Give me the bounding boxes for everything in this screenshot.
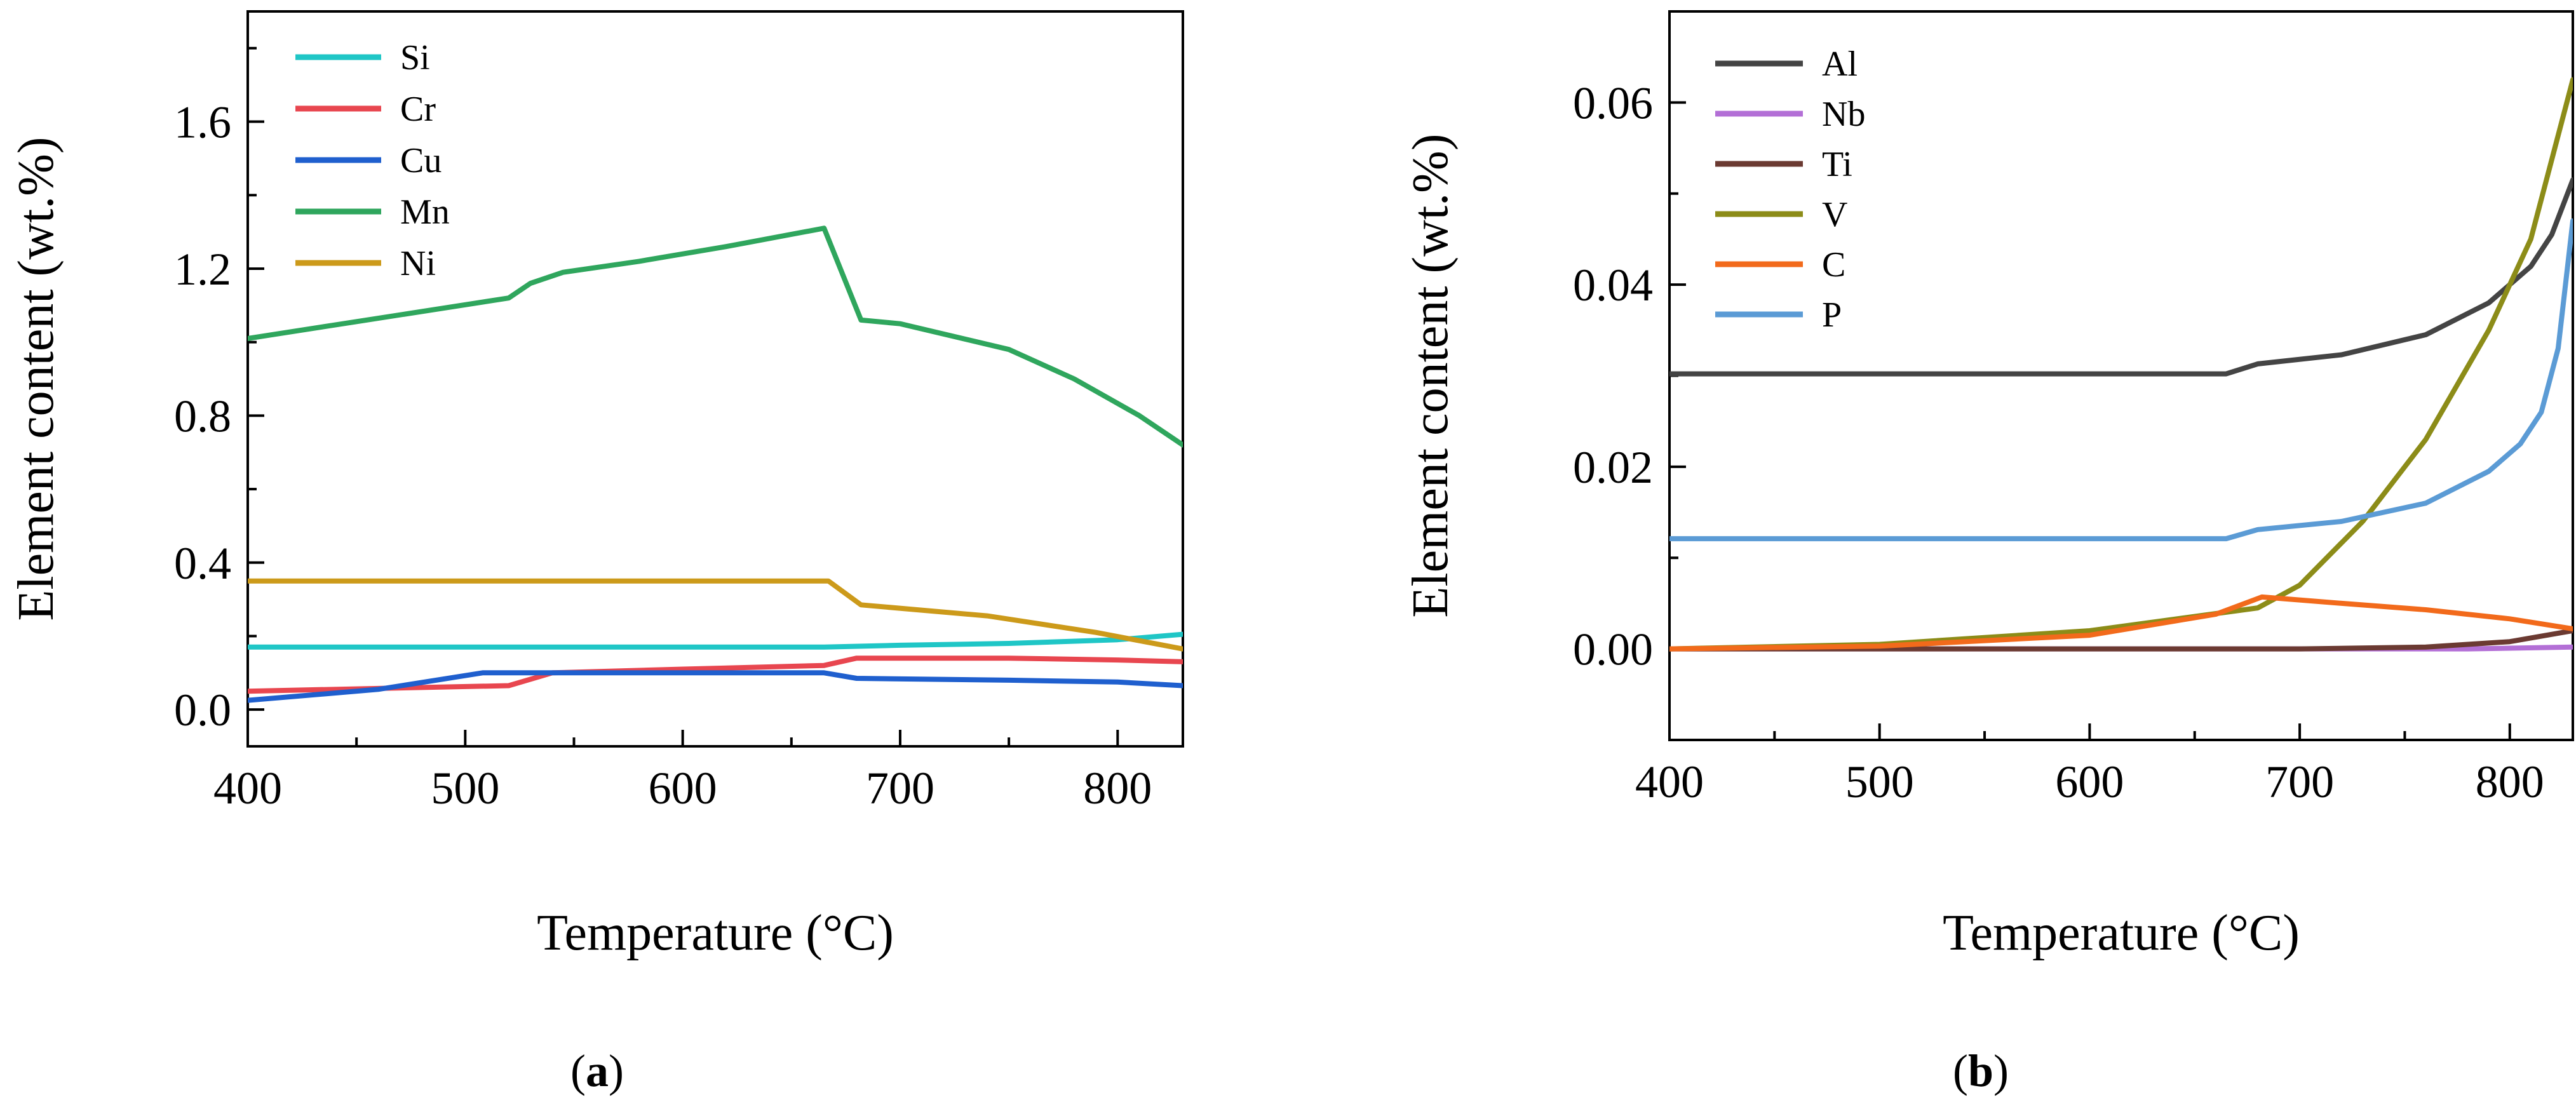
y-tick-label-b: 0.04 — [1573, 260, 1653, 311]
x-axis-title-a: Temperature (°C) — [537, 905, 894, 961]
series-line-ni-a — [248, 578, 1183, 652]
series-line-mn-a — [248, 225, 1183, 448]
series-line-c-b — [1669, 594, 2573, 652]
legend-label-ti-b: Ti — [1822, 145, 1852, 184]
series-line-p-b — [1669, 218, 2573, 542]
series-line-v-b — [1669, 77, 2573, 652]
series-line-cu-a — [248, 670, 1183, 703]
legend-label-al-b: Al — [1822, 44, 1858, 84]
y-axis-title-b: Element content (wt.%) — [1403, 134, 1459, 618]
x-tick-label-b: 600 — [2055, 756, 2124, 807]
legend-label-nb-b: Nb — [1822, 95, 1865, 134]
chart-panel-a: 400 500 600 700 800 0.0 0.4 0.8 1.2 1.6 Si Cr Cu Mn Ni… — [8, 10, 1184, 961]
y-tick-label-b: 0.02 — [1573, 442, 1653, 493]
panel-label-b: (b) — [1953, 1045, 2009, 1096]
y-axis-title-a: Element content (wt.%) — [8, 137, 64, 621]
series-group-b — [1669, 77, 2573, 652]
chart-panel-b: 400 500 600 700 800 0.00 0.02 0.04 0.06 Al Nb Ti VCP… — [1403, 10, 2574, 961]
y-tick-label-b: 0.00 — [1573, 624, 1653, 675]
legend-label-cu-a: Cu — [400, 141, 442, 180]
panel-label-a: (a) — [570, 1045, 624, 1096]
series-group-a — [248, 225, 1183, 703]
x-tick-label-a: 600 — [649, 763, 717, 814]
legend-label-si-a: Si — [400, 38, 430, 77]
x-axis-title-b: Temperature (°C) — [1943, 905, 2300, 961]
legend-label-v-b: V — [1822, 195, 1847, 234]
x-tick-label-a: 400 — [213, 763, 282, 814]
y-tick-label-b: 0.06 — [1573, 77, 1653, 128]
legend-label-cr-a: Cr — [400, 90, 436, 129]
legend-label-ni-a: Ni — [400, 244, 436, 283]
series-line-al-b — [1669, 177, 2573, 377]
x-tick-label-a: 500 — [431, 763, 499, 814]
y-tick-label-a: 0.4 — [174, 538, 231, 589]
series-line-ti-b — [1669, 628, 2573, 652]
legend-label-c-b: C — [1822, 245, 1845, 285]
x-tick-label-b: 500 — [1845, 756, 1914, 807]
x-tick-label-b: 400 — [1635, 756, 1704, 807]
legend-label-p-b: P — [1822, 295, 1842, 335]
x-tick-label-b: 800 — [2476, 756, 2544, 807]
series-line-si-a — [248, 631, 1183, 650]
y-tick-label-a: 0.0 — [174, 685, 231, 736]
legend-label-mn-a: Mn — [400, 192, 450, 232]
series-line-cr-a — [248, 655, 1183, 694]
x-tick-label-a: 700 — [866, 763, 934, 814]
y-tick-label-a: 1.2 — [174, 244, 231, 295]
plot-frame-a — [246, 10, 1184, 748]
x-tick-label-b: 700 — [2265, 756, 2334, 807]
y-tick-label-a: 0.8 — [174, 391, 231, 441]
x-tick-label-a: 800 — [1083, 763, 1152, 814]
y-tick-label-a: 1.6 — [174, 97, 231, 148]
